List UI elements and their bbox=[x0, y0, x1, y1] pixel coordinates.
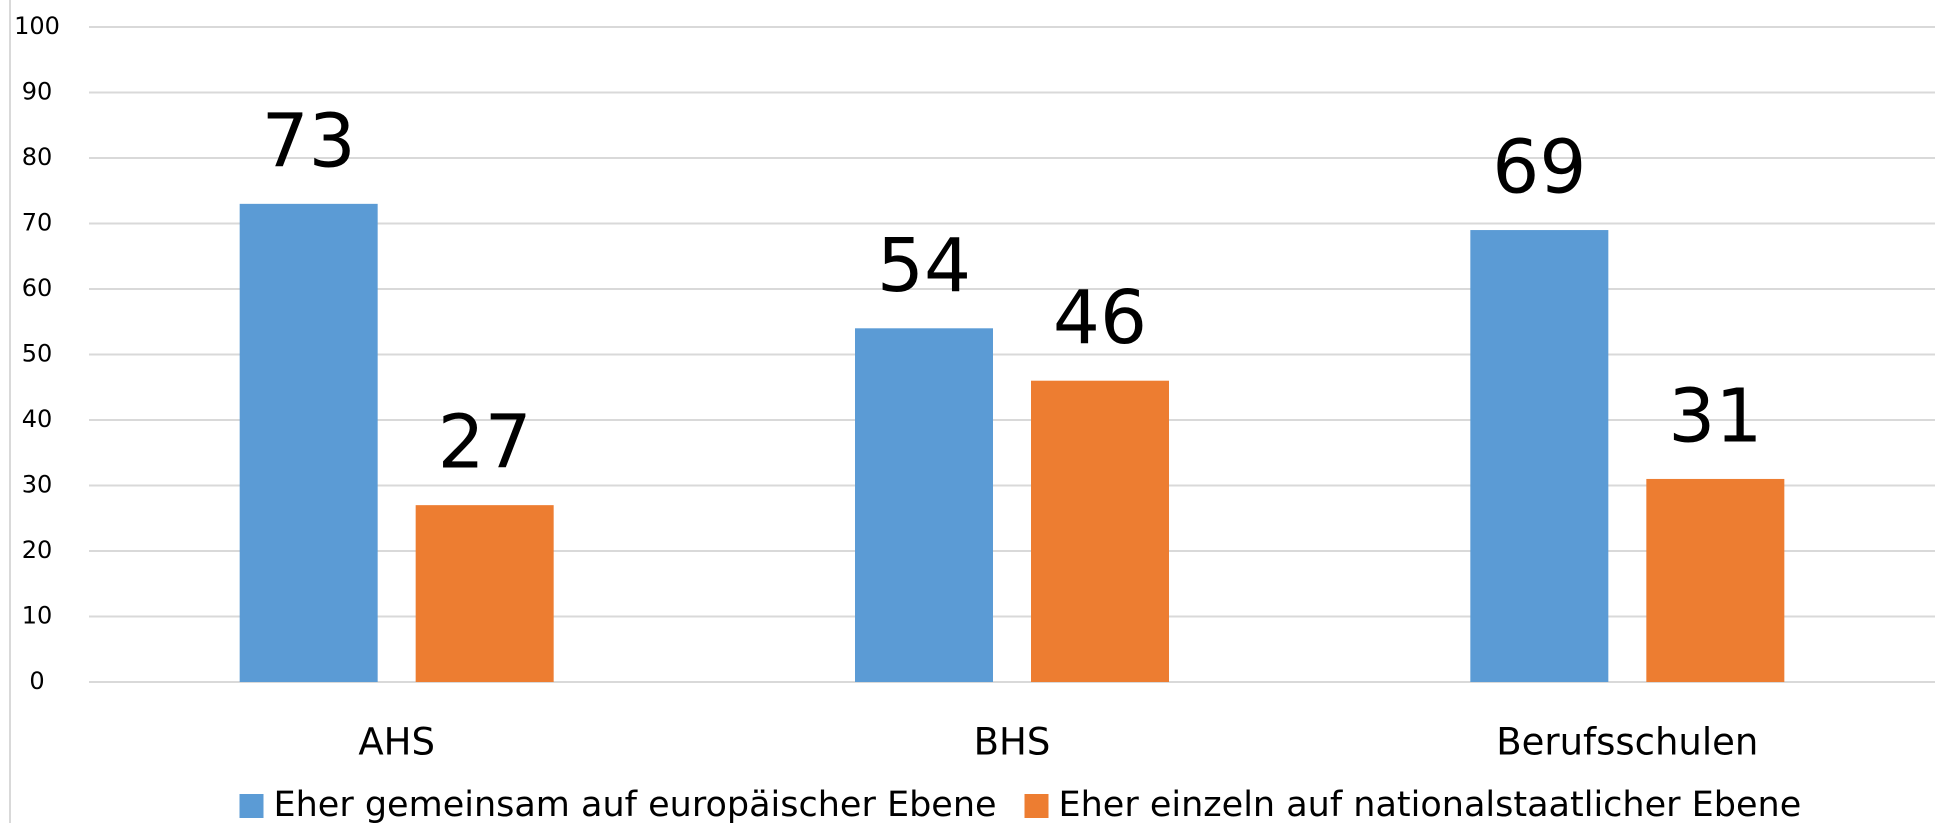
data-label: 73 bbox=[262, 98, 356, 184]
bar bbox=[855, 328, 993, 682]
data-label: 69 bbox=[1492, 125, 1586, 211]
bar bbox=[1031, 380, 1169, 682]
bar bbox=[415, 505, 554, 682]
y-tick-label: 50 bbox=[22, 340, 53, 368]
y-tick-label: 0 bbox=[29, 667, 44, 695]
y-tick-label: 30 bbox=[22, 471, 53, 499]
x-tick-label: BHS bbox=[974, 721, 1051, 764]
legend-label: Eher gemeinsam auf europäischer Ebene bbox=[274, 785, 997, 823]
y-tick-label: 100 bbox=[14, 12, 60, 40]
data-label: 46 bbox=[1053, 275, 1147, 361]
legend-label: Eher einzeln auf nationalstaatlicher Ebe… bbox=[1059, 785, 1802, 823]
y-tick-label: 60 bbox=[22, 274, 53, 302]
y-tick-label: 40 bbox=[22, 405, 53, 433]
x-tick-label: AHS bbox=[358, 721, 435, 764]
bar bbox=[1470, 230, 1609, 683]
data-label: 54 bbox=[877, 223, 971, 309]
data-label: 31 bbox=[1668, 373, 1762, 459]
x-tick-label: Berufsschulen bbox=[1496, 721, 1758, 764]
legend-swatch bbox=[1024, 794, 1049, 818]
y-tick-label: 10 bbox=[22, 602, 53, 630]
y-tick-label: 20 bbox=[22, 536, 53, 564]
bar bbox=[239, 203, 378, 682]
legend-swatch bbox=[239, 794, 264, 818]
bar bbox=[1646, 478, 1785, 682]
y-tick-label: 70 bbox=[22, 209, 53, 237]
y-tick-label: 80 bbox=[22, 143, 53, 171]
data-label: 27 bbox=[438, 400, 532, 486]
y-tick-label: 90 bbox=[22, 78, 53, 106]
